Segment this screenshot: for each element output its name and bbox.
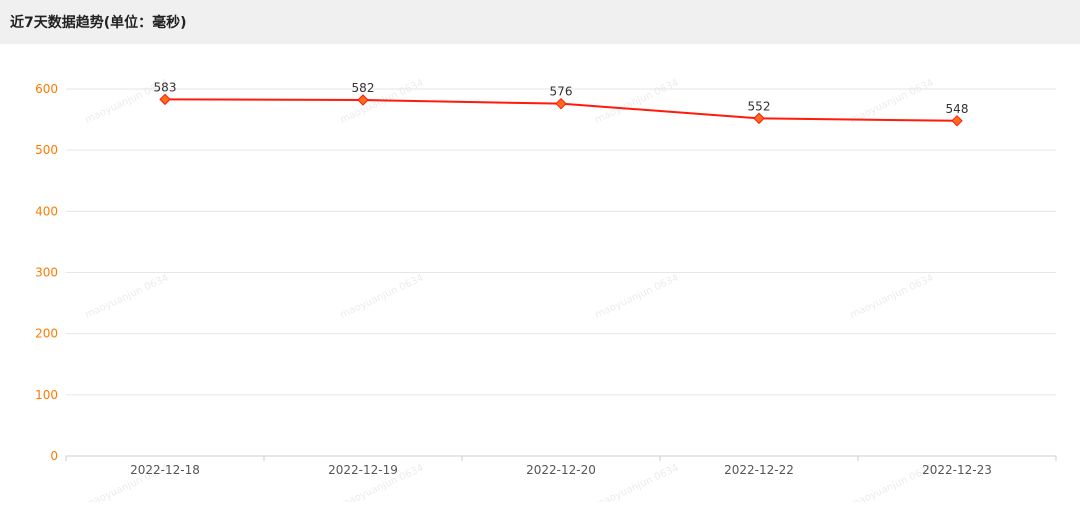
watermark-text: maoyuanjun 0634 (338, 273, 425, 321)
chart-area: maoyuanjun 0634 maoyuanjun 0634 maoyuanjun… (0, 44, 1080, 506)
chart-header: 近7天数据趋势(单位：毫秒) (0, 0, 1080, 44)
data-label: 552 (748, 99, 771, 113)
x-axis: 2022-12-18 2022-12-19 2022-12-20 2022-12-22… (65, 456, 1057, 477)
watermark-text: maoyuanjun 0634 (593, 78, 680, 126)
y-tick-label: 500 (35, 143, 58, 157)
data-label: 576 (550, 85, 573, 99)
y-tick-label: 100 (35, 388, 58, 402)
y-tick-label: 600 (35, 82, 58, 96)
watermark-text: maoyuanjun 0634 (848, 273, 935, 321)
grid-lines (66, 88, 1056, 457)
data-label: 548 (946, 102, 969, 116)
y-tick-label: 0 (50, 449, 58, 463)
watermark-text: maoyuanjun 0634 (83, 273, 170, 321)
line-chart: maoyuanjun 0634 maoyuanjun 0634 maoyuanjun… (35, 78, 1057, 506)
x-tick-label: 2022-12-19 (328, 463, 398, 477)
data-point-marker[interactable] (357, 94, 369, 106)
data-point-marker[interactable] (555, 97, 567, 110)
y-axis: 0 100 200 300 400 500 600 (35, 82, 58, 463)
watermark-layer: maoyuanjun 0634 maoyuanjun 0634 maoyuanjun… (83, 78, 935, 506)
data-point-marker[interactable] (951, 115, 963, 127)
chart-title: 近7天数据趋势(单位：毫秒) (10, 15, 187, 31)
data-labels: 583 582 576 552 548 (154, 80, 969, 115)
x-tick-label: 2022-12-20 (526, 463, 596, 477)
y-tick-label: 400 (35, 204, 58, 218)
watermark-text: maoyuanjun 0634 (593, 463, 680, 502)
data-point-marker[interactable] (159, 93, 171, 106)
watermark-text: maoyuanjun 0634 (593, 273, 680, 321)
data-label: 583 (154, 80, 177, 94)
data-label: 582 (352, 81, 375, 95)
series-layer (159, 93, 963, 127)
x-tick-label: 2022-12-23 (922, 463, 992, 477)
y-tick-label: 200 (35, 327, 58, 341)
x-tick-label: 2022-12-22 (724, 463, 794, 477)
x-tick-label: 2022-12-18 (130, 463, 200, 477)
data-point-marker[interactable] (753, 112, 765, 125)
y-tick-label: 300 (35, 266, 58, 280)
